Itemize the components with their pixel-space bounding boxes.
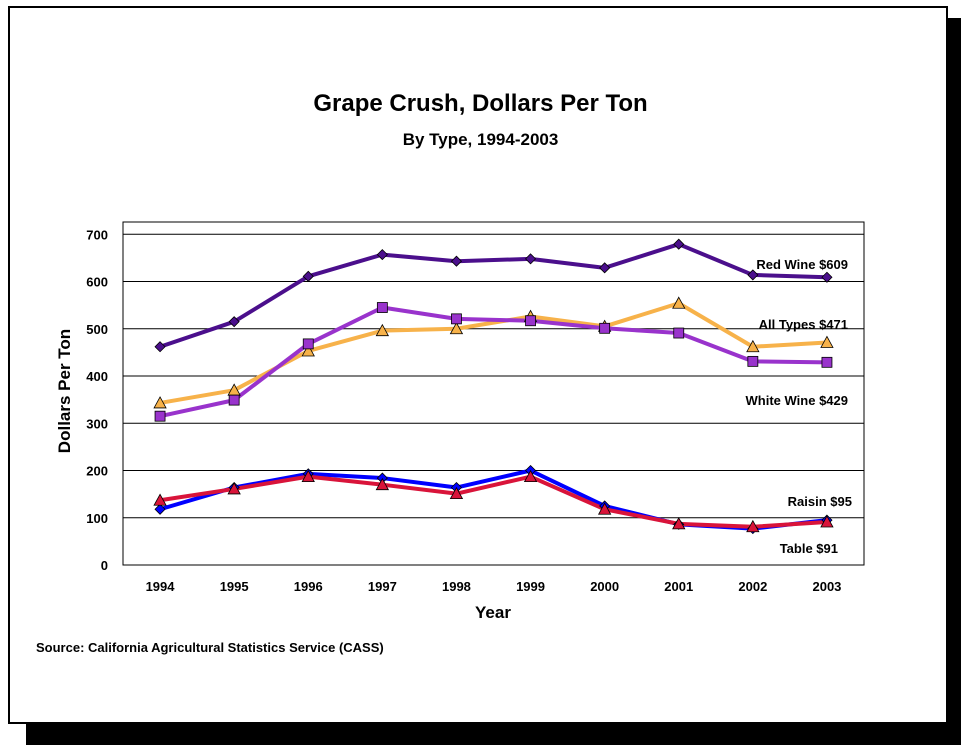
data-point	[450, 255, 463, 267]
x-tick-label: 1998	[442, 579, 471, 594]
data-point	[376, 302, 388, 313]
data-point	[820, 335, 834, 348]
data-point	[449, 321, 464, 335]
data-point	[746, 339, 760, 353]
x-tick-label: 2001	[664, 579, 693, 594]
data-point	[154, 410, 166, 422]
y-tick-label: 0	[101, 558, 108, 573]
y-tick-labels: 0 100 200 300 400 500 600 700	[86, 227, 108, 573]
data-point	[599, 262, 611, 274]
y-tick-label: 300	[86, 416, 108, 431]
data-point	[673, 327, 685, 339]
series-label: All Types $471	[759, 317, 848, 332]
gridlines	[123, 233, 864, 519]
series-labels: Red Wine $609 All Types $471 White Wine $4…	[746, 257, 852, 556]
data-point	[820, 515, 834, 528]
series-label: White Wine $429	[746, 393, 848, 408]
series-line	[159, 305, 827, 419]
data-point	[525, 315, 536, 327]
data-point	[153, 396, 167, 409]
series-label: Table $91	[780, 541, 838, 556]
data-point	[672, 517, 686, 530]
data-point	[672, 296, 686, 309]
data-point	[227, 482, 241, 495]
x-tick-label: 2000	[590, 579, 619, 594]
data-point	[449, 486, 464, 500]
data-point	[154, 341, 166, 353]
y-tick-label: 400	[86, 369, 108, 384]
series-lines	[159, 242, 828, 531]
data-point	[523, 469, 538, 483]
x-tick-label: 1997	[368, 579, 397, 594]
plot-area	[122, 221, 865, 566]
data-point	[228, 394, 240, 406]
chart-subtitle: By Type, 1994-2003	[402, 130, 559, 149]
data-point	[228, 316, 240, 328]
y-tick-label: 600	[86, 275, 108, 290]
data-point	[375, 477, 390, 491]
data-point	[302, 338, 314, 350]
data-point	[821, 356, 833, 368]
y-tick-label: 700	[86, 227, 108, 242]
data-point	[153, 493, 167, 506]
data-point	[524, 253, 537, 265]
data-point	[451, 313, 462, 325]
x-tick-label: 1996	[294, 579, 323, 594]
x-axis-title: Year	[475, 603, 511, 622]
data-point	[154, 503, 166, 515]
series-label: Raisin $95	[788, 494, 852, 509]
x-tick-label: 2002	[738, 579, 767, 594]
data-point	[747, 355, 759, 367]
x-tick-labels: 1994 1995 1996 1997 1998 1999 2000 2001 2002 2003	[146, 579, 842, 594]
series-line	[159, 242, 828, 349]
data-point	[599, 322, 611, 334]
data-point	[821, 271, 833, 283]
source-note: Source: California Agricultural Statisti…	[36, 640, 384, 655]
x-tick-label: 1994	[146, 579, 176, 594]
y-tick-label: 100	[86, 511, 108, 526]
y-axis-title: Dollars Per Ton	[55, 329, 74, 453]
data-point	[301, 344, 315, 357]
series-line	[159, 474, 828, 529]
data-point	[597, 502, 612, 515]
y-tick-label: 500	[86, 322, 108, 337]
series-label: Red Wine $609	[756, 257, 848, 272]
x-tick-label: 1995	[220, 579, 249, 594]
data-point	[747, 269, 759, 281]
chart-title: Grape Crush, Dollars Per Ton	[313, 90, 648, 117]
x-tick-label: 2003	[812, 579, 841, 594]
y-tick-label: 200	[86, 464, 108, 479]
data-point	[301, 469, 315, 483]
series-markers	[153, 238, 834, 535]
data-point	[673, 238, 685, 250]
x-tick-label: 1999	[516, 579, 545, 594]
data-point	[376, 249, 388, 261]
data-point	[746, 519, 760, 533]
data-point	[375, 323, 390, 337]
data-point	[302, 270, 314, 282]
